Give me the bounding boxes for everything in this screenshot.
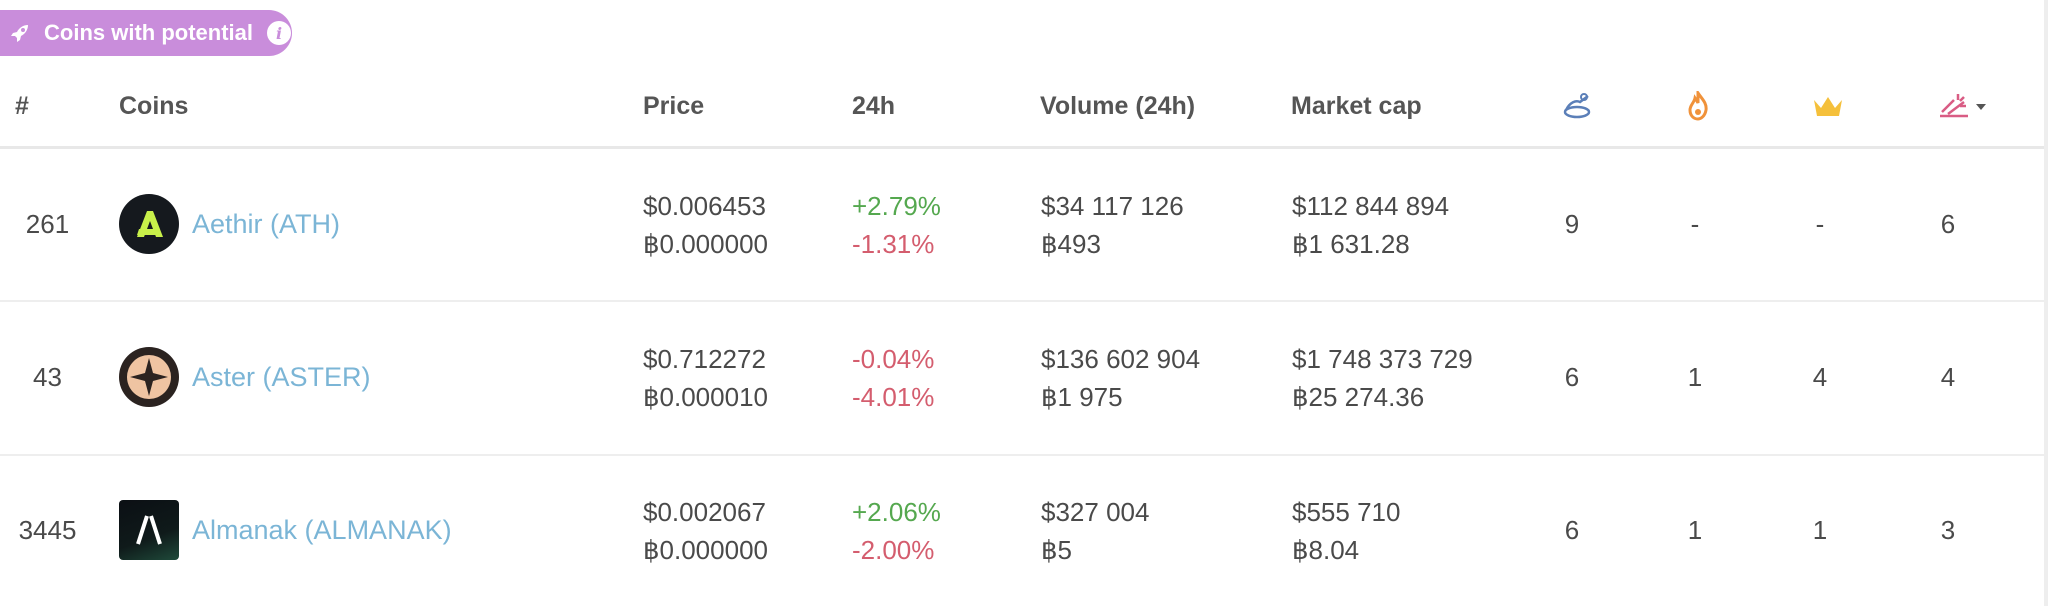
- price-usd: $0.002067: [643, 497, 766, 527]
- volume-btc: ฿1 975: [1041, 382, 1123, 412]
- market-cap-usd: $112 844 894: [1292, 191, 1450, 221]
- market-cap-usd: $555 710: [1292, 497, 1401, 527]
- rank: 3445: [18, 515, 77, 545]
- right-border: [2044, 0, 2048, 606]
- rank: 261: [25, 209, 70, 239]
- header-coins[interactable]: Coins: [119, 92, 189, 120]
- market-cap-btc: ฿8.04: [1292, 535, 1360, 565]
- aster-logo[interactable]: [119, 347, 179, 407]
- row-divider: [0, 300, 2048, 302]
- info-icon[interactable]: i: [267, 21, 291, 45]
- header-price[interactable]: Price: [643, 92, 705, 120]
- price-btc: ฿0.000000: [643, 229, 768, 259]
- badge-label: Coins with potential: [44, 20, 253, 45]
- count-col-1: 9: [1564, 209, 1580, 239]
- count-col-2: 1: [1687, 515, 1703, 545]
- count-col-2: 1: [1687, 362, 1703, 392]
- change-usd: +2.06%: [852, 497, 941, 527]
- volume-btc: ฿5: [1041, 535, 1073, 565]
- almanak-logo[interactable]: [119, 500, 179, 560]
- header-market-cap[interactable]: Market cap: [1291, 92, 1422, 120]
- count-col-3: 4: [1812, 362, 1828, 392]
- count-col-2: -: [1690, 209, 1700, 239]
- market-cap-usd: $1 748 373 729: [1292, 344, 1473, 374]
- change-btc: -1.31%: [852, 229, 935, 259]
- change-btc: -2.00%: [852, 535, 935, 565]
- volume-usd: $327 004: [1041, 497, 1150, 527]
- header-divider: [0, 146, 2048, 149]
- fire-icon[interactable]: [1686, 88, 1710, 126]
- crown-icon[interactable]: [1812, 94, 1844, 123]
- coin-name-link[interactable]: Aethir (ATH): [192, 209, 341, 239]
- change-usd: -0.04%: [852, 344, 935, 374]
- hand-coin-icon[interactable]: [1562, 92, 1592, 125]
- count-col-4: 4: [1940, 362, 1956, 392]
- coins-with-potential-badge: Coins with potential i: [0, 10, 292, 56]
- header-rank[interactable]: #: [15, 92, 29, 120]
- change-btc: -4.01%: [852, 382, 935, 412]
- count-col-3: 1: [1812, 515, 1828, 545]
- price-btc: ฿0.000010: [643, 382, 768, 412]
- price-usd: $0.712272: [643, 344, 766, 374]
- price-usd: $0.006453: [643, 191, 766, 221]
- market-cap-btc: ฿25 274.36: [1292, 382, 1425, 412]
- volume-usd: $34 117 126: [1041, 191, 1184, 221]
- count-col-3: -: [1815, 209, 1825, 239]
- count-col-1: 6: [1564, 515, 1580, 545]
- rank: 43: [33, 362, 62, 392]
- aethir-logo[interactable]: [119, 194, 179, 254]
- count-col-1: 6: [1564, 362, 1580, 392]
- header-volume[interactable]: Volume (24h): [1040, 92, 1196, 120]
- change-usd: +2.79%: [852, 191, 941, 221]
- volume-usd: $136 602 904: [1041, 344, 1201, 374]
- coin-name-link[interactable]: Aster (ASTER): [192, 362, 371, 392]
- sparkle-chart-sort-icon[interactable]: [1938, 92, 1988, 125]
- header-24h[interactable]: 24h: [852, 92, 896, 120]
- volume-btc: ฿493: [1041, 229, 1101, 259]
- rocket-icon: [8, 20, 34, 46]
- market-cap-btc: ฿1 631.28: [1292, 229, 1410, 259]
- row-divider: [0, 454, 2048, 456]
- count-col-4: 6: [1940, 209, 1956, 239]
- count-col-4: 3: [1940, 515, 1956, 545]
- price-btc: ฿0.000000: [643, 535, 768, 565]
- coin-name-link[interactable]: Almanak (ALMANAK): [192, 515, 452, 545]
